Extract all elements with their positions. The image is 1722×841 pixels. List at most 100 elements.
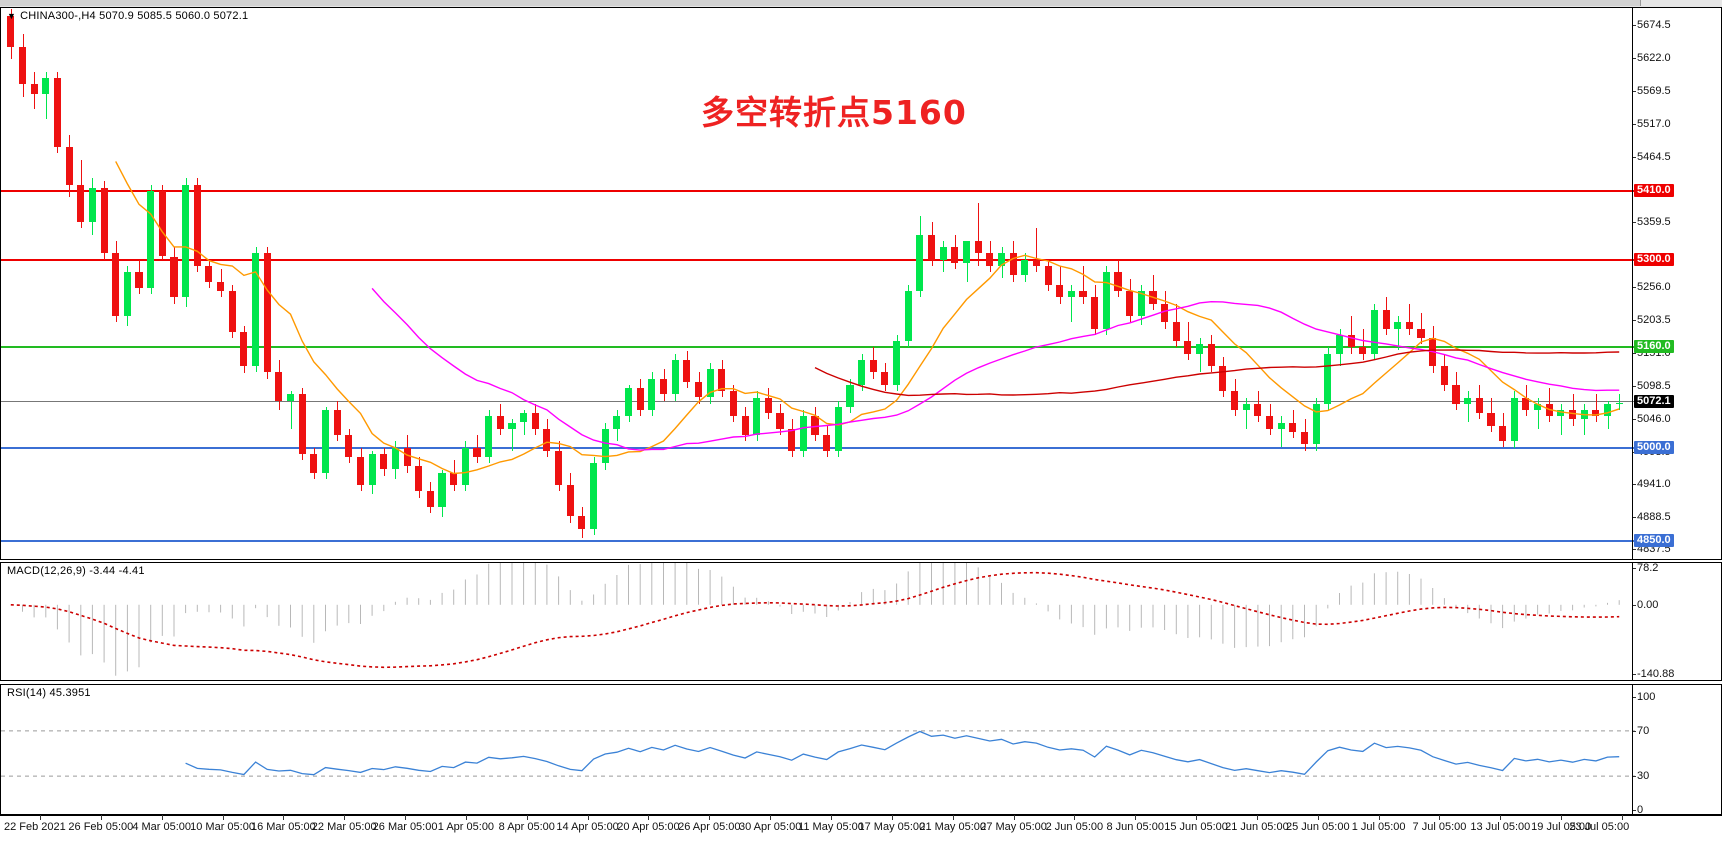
candle-body[interactable]	[1335, 334, 1343, 354]
price-chart-panel[interactable]: ▼ CHINA300-,H4 5070.9 5085.5 5060.0 5072.…	[0, 7, 1722, 560]
candle-body[interactable]	[228, 291, 236, 332]
candle-body[interactable]	[1499, 425, 1507, 442]
candle-body[interactable]	[205, 266, 213, 282]
candle-body[interactable]	[1592, 410, 1600, 417]
candle-body[interactable]	[147, 190, 155, 288]
rsi-panel[interactable]: RSI(14) 45.3951 100 70 30 0	[0, 684, 1722, 816]
scrollbar-thumb[interactable]	[0, 0, 1641, 6]
candle-body[interactable]	[1277, 422, 1285, 429]
candle-body[interactable]	[1126, 291, 1134, 316]
candle-body[interactable]	[974, 240, 982, 254]
candle-body[interactable]	[718, 369, 726, 392]
candle-body[interactable]	[391, 447, 399, 470]
candle-body[interactable]	[927, 234, 936, 260]
candle-body[interactable]	[77, 184, 85, 223]
candle-body[interactable]	[1580, 410, 1588, 420]
candle-body[interactable]	[380, 453, 388, 470]
candle-body[interactable]	[485, 416, 493, 457]
candle-body[interactable]	[636, 388, 644, 410]
candle-body[interactable]	[508, 422, 516, 429]
candle-body[interactable]	[1231, 391, 1239, 410]
candle-body[interactable]	[694, 381, 702, 398]
candle-body[interactable]	[741, 416, 749, 435]
candle-body[interactable]	[764, 397, 772, 414]
candle-body[interactable]	[1475, 397, 1483, 414]
price-marker-pivot[interactable]: 5160.0	[1634, 340, 1674, 354]
candle-body[interactable]	[962, 240, 971, 263]
candle-body[interactable]	[531, 413, 539, 429]
macd-plot-area[interactable]	[1, 563, 1721, 680]
candle-body[interactable]	[182, 184, 190, 298]
rsi-plot-area[interactable]	[1, 685, 1721, 814]
candle-body[interactable]	[555, 450, 563, 486]
candle-body[interactable]	[30, 84, 38, 94]
candle-body[interactable]	[1370, 309, 1378, 354]
candle-body[interactable]	[298, 394, 306, 454]
price-marker-support[interactable]: 4850.0	[1634, 534, 1674, 548]
candle-body[interactable]	[1603, 403, 1612, 417]
candle-body[interactable]	[263, 253, 271, 373]
candle-body[interactable]	[286, 394, 295, 401]
time-axis[interactable]: 22 Feb 2021 26 Feb 05:00 4 Mar 05:00 10 Mar…	[0, 815, 1722, 841]
candle-body[interactable]	[1487, 413, 1495, 426]
candle-body[interactable]	[240, 331, 248, 367]
candle-body[interactable]	[473, 447, 481, 457]
candle-body[interactable]	[135, 272, 143, 288]
candle-body[interactable]	[1464, 397, 1472, 404]
candle-body[interactable]	[566, 485, 574, 517]
triangle-down-icon[interactable]: ▼	[7, 11, 17, 22]
candle-body[interactable]	[671, 359, 679, 395]
candle-body[interactable]	[951, 247, 959, 263]
candle-body[interactable]	[1032, 259, 1040, 266]
candle-body[interactable]	[1242, 403, 1250, 410]
candle-body[interactable]	[170, 256, 178, 298]
candle-body[interactable]	[939, 247, 947, 260]
candle-body[interactable]	[834, 406, 842, 451]
candle-body[interactable]	[100, 187, 108, 254]
candle-body[interactable]	[415, 466, 423, 492]
rsi-axis[interactable]: 100 70 30 0	[1632, 685, 1721, 816]
candle-body[interactable]	[1079, 291, 1087, 298]
candle-body[interactable]	[65, 147, 73, 185]
candle-body[interactable]	[1300, 431, 1309, 445]
candle-body[interactable]	[1359, 347, 1367, 354]
candle-body[interactable]	[1091, 297, 1099, 329]
candle-body[interactable]	[1137, 291, 1145, 316]
candle-body[interactable]	[904, 291, 912, 342]
candle-body[interactable]	[1067, 291, 1075, 298]
candle-body[interactable]	[997, 253, 1006, 266]
candle-body[interactable]	[123, 272, 131, 316]
candle-body[interactable]	[1615, 402, 1623, 404]
candle-body[interactable]	[706, 369, 714, 398]
candle-body[interactable]	[461, 447, 469, 486]
candle-body[interactable]	[613, 416, 621, 429]
candle-body[interactable]	[916, 234, 924, 292]
candle-body[interactable]	[1184, 341, 1192, 354]
candle-body[interactable]	[811, 416, 819, 435]
candle-body[interactable]	[893, 341, 901, 385]
candle-body[interactable]	[1394, 322, 1402, 329]
candle-body[interactable]	[1009, 253, 1017, 276]
candle-body[interactable]	[1557, 410, 1565, 417]
candle-body[interactable]	[1219, 366, 1227, 392]
price-axis[interactable]: 5674.5 5622.0 5569.5 5517.0 5464.5 5359.5 5256…	[1633, 8, 1721, 559]
candle-body[interactable]	[869, 359, 877, 373]
candle-body[interactable]	[578, 516, 586, 529]
candle-body[interactable]	[1254, 403, 1262, 417]
candle-body[interactable]	[1405, 322, 1413, 329]
candle-body[interactable]	[1149, 291, 1157, 304]
candle-body[interactable]	[496, 416, 504, 429]
candle-body[interactable]	[252, 253, 260, 367]
candle-body[interactable]	[543, 428, 551, 451]
candle-body[interactable]	[729, 391, 737, 417]
candle-body[interactable]	[846, 384, 854, 407]
candle-body[interactable]	[426, 491, 434, 508]
price-marker-resistance[interactable]: 5410.0	[1634, 183, 1674, 197]
candle-body[interactable]	[345, 435, 353, 457]
candle-body[interactable]	[1265, 416, 1274, 429]
candle-body[interactable]	[1417, 328, 1425, 338]
candle-body[interactable]	[823, 435, 831, 451]
candle-body[interactable]	[1289, 422, 1297, 432]
candle-body[interactable]	[1452, 384, 1460, 404]
candle-body[interactable]	[799, 416, 807, 451]
